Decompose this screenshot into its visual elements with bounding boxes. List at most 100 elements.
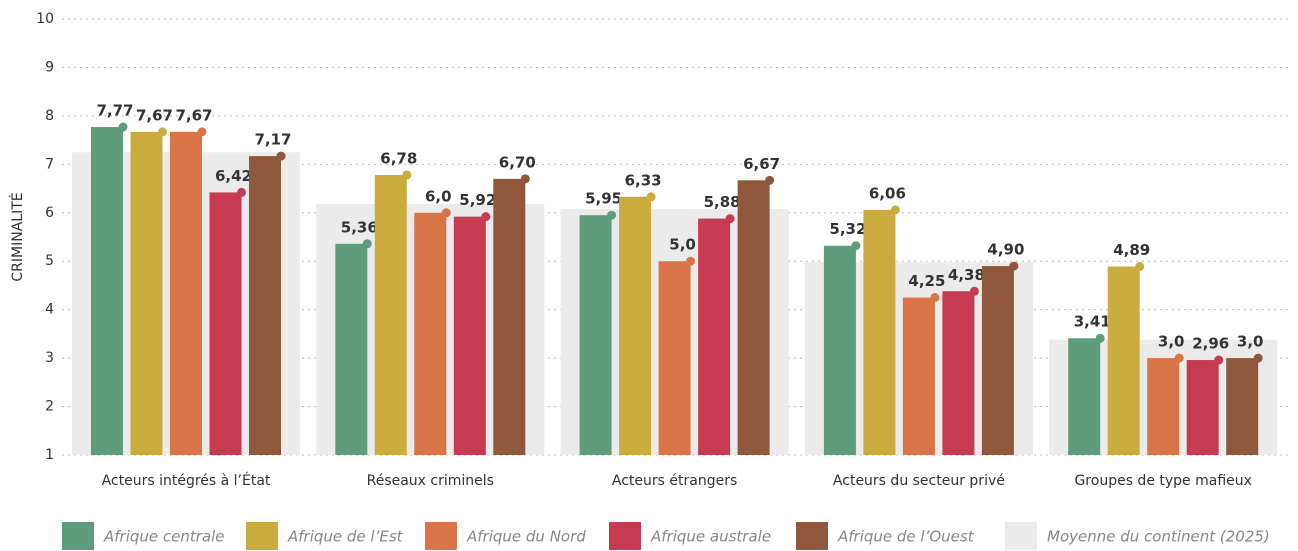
bar-end-dot bbox=[765, 175, 775, 185]
bar bbox=[1186, 360, 1219, 455]
bar-end-dot bbox=[158, 127, 167, 137]
legend-swatch bbox=[62, 522, 94, 550]
bar-end-dot bbox=[118, 122, 128, 132]
bar-end-dot bbox=[520, 174, 530, 184]
legend-swatch bbox=[246, 522, 278, 550]
value-label: 4,25 bbox=[908, 272, 945, 290]
legend-swatch bbox=[1005, 522, 1037, 550]
x-tick-label: Groupes de type mafieux bbox=[1074, 473, 1251, 489]
bar-end-dot bbox=[1214, 355, 1224, 365]
legend-swatch bbox=[425, 522, 457, 550]
bar bbox=[981, 266, 1014, 455]
value-label: 7,77 bbox=[96, 102, 133, 120]
value-label: 3,41 bbox=[1074, 313, 1111, 331]
bar-end-dot bbox=[362, 239, 372, 249]
y-tick-label: 3 bbox=[45, 350, 54, 366]
value-label: 3,0 bbox=[1237, 333, 1264, 351]
value-label: 3,0 bbox=[1158, 333, 1185, 351]
value-label: 7,67 bbox=[175, 106, 212, 124]
bar-end-dot bbox=[1009, 261, 1019, 271]
x-tick-label: Acteurs du secteur privé bbox=[833, 473, 1005, 489]
y-tick-label: 4 bbox=[45, 302, 54, 318]
bar-end-dot bbox=[851, 241, 861, 251]
bar-end-dot bbox=[686, 256, 696, 266]
value-label: 5,32 bbox=[829, 220, 866, 238]
bar bbox=[130, 131, 163, 455]
value-label: 6,06 bbox=[869, 184, 906, 202]
value-label: 5,36 bbox=[341, 218, 378, 236]
y-tick-label: 2 bbox=[45, 399, 54, 415]
value-label: 4,38 bbox=[948, 266, 985, 284]
value-label: 2,96 bbox=[1192, 335, 1229, 353]
value-label: 6,33 bbox=[625, 171, 662, 189]
bar-end-dot bbox=[607, 210, 617, 220]
value-label: 5,92 bbox=[459, 191, 496, 209]
bar bbox=[170, 131, 202, 455]
y-axis-title: CRIMINALITÉ bbox=[9, 192, 26, 281]
bar bbox=[619, 196, 652, 455]
y-tick-label: 6 bbox=[45, 205, 54, 221]
legend-label: Afrique de l’Est bbox=[287, 528, 404, 546]
y-tick-label: 5 bbox=[45, 253, 54, 269]
bar bbox=[414, 212, 447, 455]
bar bbox=[249, 156, 281, 455]
y-tick-label: 1 bbox=[45, 447, 54, 463]
bar bbox=[1147, 358, 1180, 455]
bar bbox=[698, 218, 731, 455]
value-label: 6,42 bbox=[215, 167, 252, 185]
y-tick-label: 8 bbox=[45, 108, 54, 124]
bar bbox=[209, 192, 242, 456]
bar bbox=[863, 209, 896, 455]
value-label: 6,0 bbox=[425, 187, 452, 205]
bar-end-dot bbox=[441, 208, 451, 218]
value-label: 7,67 bbox=[136, 106, 173, 124]
y-tick-label: 9 bbox=[45, 59, 54, 75]
bar bbox=[737, 180, 770, 455]
value-label: 6,78 bbox=[380, 149, 417, 167]
bar-end-dot bbox=[237, 187, 246, 197]
bar bbox=[942, 291, 975, 455]
value-label: 6,70 bbox=[499, 153, 536, 171]
legend-swatch bbox=[609, 522, 641, 550]
bar-end-dot bbox=[890, 205, 900, 215]
bar-end-dot bbox=[197, 127, 207, 137]
value-label: 5,88 bbox=[704, 193, 741, 211]
bar-end-dot bbox=[1253, 353, 1263, 363]
bar bbox=[374, 174, 407, 456]
bar-end-dot bbox=[402, 170, 412, 180]
legend-swatch bbox=[796, 522, 828, 550]
y-tick-label: 7 bbox=[45, 156, 54, 172]
value-label: 4,89 bbox=[1113, 241, 1150, 259]
bar bbox=[1068, 338, 1101, 455]
bar bbox=[335, 243, 368, 455]
y-tick-label: 10 bbox=[36, 11, 54, 27]
bar-end-dot bbox=[969, 286, 979, 296]
bar bbox=[1226, 358, 1259, 455]
value-label: 7,17 bbox=[254, 131, 291, 149]
legend-label: Afrique de l’Ouest bbox=[837, 528, 975, 546]
value-label: 5,0 bbox=[669, 236, 696, 254]
legend-label: Afrique australe bbox=[650, 528, 771, 546]
bar bbox=[902, 297, 935, 455]
value-label: 5,95 bbox=[585, 190, 622, 208]
bar-end-dot bbox=[725, 214, 735, 224]
x-tick-label: Acteurs intégrés à l’État bbox=[102, 472, 271, 489]
x-tick-label: Réseaux criminels bbox=[367, 473, 494, 489]
bar-end-dot bbox=[481, 212, 491, 222]
bar-end-dot bbox=[1174, 353, 1184, 363]
bar-end-dot bbox=[276, 151, 286, 161]
bar-end-dot bbox=[1095, 333, 1105, 343]
bar bbox=[493, 178, 526, 455]
bar bbox=[1107, 266, 1140, 455]
bar bbox=[823, 245, 856, 455]
bar bbox=[579, 215, 612, 455]
value-label: 6,67 bbox=[743, 155, 780, 173]
value-label: 4,90 bbox=[987, 241, 1024, 259]
x-tick-label: Acteurs étrangers bbox=[612, 473, 737, 489]
legend-label: Afrique centrale bbox=[103, 528, 225, 546]
legend-label: Moyenne du continent (2025) bbox=[1047, 528, 1270, 546]
bar bbox=[658, 261, 691, 455]
bar-end-dot bbox=[646, 192, 656, 202]
legend-label: Afrique du Nord bbox=[466, 528, 586, 546]
